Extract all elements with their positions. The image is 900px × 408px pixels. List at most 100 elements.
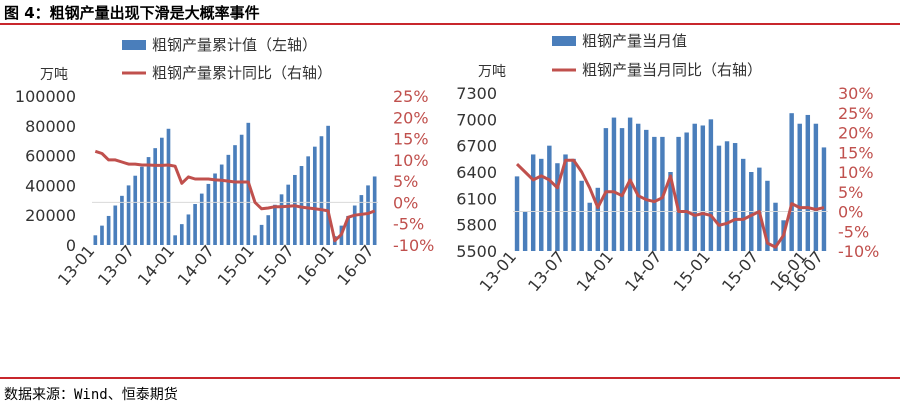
bar-27 <box>724 141 730 251</box>
chart-cumulative-output: 粗钢产量累计值（左轴） 粗钢产量累计同比（右轴） 万吨 100000 80000 6000… <box>15 36 434 289</box>
bar-43 <box>372 176 377 245</box>
bar-5 <box>547 145 552 251</box>
y-left-tick-label: 5500 <box>456 242 497 261</box>
bar-2 <box>522 211 528 251</box>
bar-15 <box>186 214 191 245</box>
x-tick-label: 15-01 <box>670 247 714 295</box>
x-tick-label: 15-01 <box>214 241 258 289</box>
bar-26 <box>259 224 264 245</box>
bar-30 <box>286 184 291 245</box>
x-tick-label: 16-07 <box>333 241 377 289</box>
y-right-tick-label: 25% <box>838 104 874 123</box>
bar-4 <box>539 158 544 251</box>
series-line <box>94 149 376 243</box>
y-left-tick-label: 6100 <box>456 189 497 208</box>
bar-10 <box>587 202 592 251</box>
bar-38 <box>813 123 819 251</box>
bar-33 <box>773 202 778 251</box>
bar-35 <box>319 136 324 245</box>
y-right-tick-label: 15% <box>838 143 874 162</box>
bar-13 <box>611 117 617 251</box>
figure-title: 图 4：粗钢产量出现下滑是大概率事件 <box>4 4 260 22</box>
bar-1 <box>93 235 98 245</box>
bar-6 <box>555 163 560 251</box>
bar-20 <box>219 164 224 245</box>
y-left-tick-label: 40000 <box>25 176 76 195</box>
y-right-tick-label: 20% <box>393 108 429 127</box>
bar-6 <box>126 185 131 245</box>
bar-9 <box>146 157 151 245</box>
y-right-tick-label: -5% <box>393 215 424 234</box>
bar-10 <box>153 148 158 245</box>
bar-16 <box>635 123 641 251</box>
y-right-tick-label: 0% <box>838 203 863 222</box>
x-tick-label: 14-07 <box>621 247 665 295</box>
bar-11 <box>160 137 164 245</box>
y-right-tick-label: -10% <box>838 242 879 261</box>
legend-label-line: 粗钢产量当月同比（右轴） <box>582 61 762 79</box>
bar-8 <box>140 166 144 245</box>
x-tick-label: 13-07 <box>94 241 138 289</box>
bar-17 <box>644 129 649 251</box>
top-divider <box>0 23 900 25</box>
bar-2 <box>100 225 104 245</box>
bar-29 <box>279 194 284 245</box>
legend-label-bar: 粗钢产量当月值 <box>582 32 687 50</box>
bar-41 <box>359 195 364 245</box>
y-right-tick-label: 0% <box>393 193 418 212</box>
y-left-tick-label: 20000 <box>25 206 76 225</box>
y-left-tick-label: 6700 <box>456 137 497 156</box>
x-tick-label: 13-01 <box>54 241 98 289</box>
bar-18 <box>652 136 657 251</box>
y-left-tick-label: 100000 <box>15 87 76 106</box>
y-left-tick-label: 80000 <box>25 117 76 136</box>
x-tick-label: 14-07 <box>174 241 218 289</box>
y-left-unit: 万吨 <box>478 64 506 80</box>
bar-12 <box>603 128 609 251</box>
bar-14 <box>619 128 625 251</box>
x-tick-label: 15-07 <box>718 247 762 295</box>
legend-swatch-bar <box>552 36 576 46</box>
bar-25 <box>708 119 714 251</box>
bar-4 <box>113 205 118 245</box>
bar-26 <box>716 145 722 251</box>
bar-23 <box>692 123 697 251</box>
bar-42 <box>366 185 370 245</box>
y-right-tick-label: 15% <box>393 130 429 149</box>
y-right-tick-label: 10% <box>393 151 429 170</box>
bar-34 <box>312 146 317 245</box>
source-note: 数据来源：Wind、恒泰期货 <box>4 387 178 403</box>
legend-label-bar: 粗钢产量累计值（左轴） <box>152 36 317 54</box>
bar-9 <box>579 180 584 251</box>
bar-33 <box>306 156 310 245</box>
x-tick-label: 13-07 <box>524 247 568 295</box>
y-left-tick-label: 7000 <box>456 110 497 129</box>
y-right-tick-label: -5% <box>838 222 869 241</box>
bar-22 <box>233 145 237 245</box>
bar-31 <box>757 167 762 251</box>
bar-11 <box>595 187 601 251</box>
x-tick-label: 16-01 <box>293 241 337 289</box>
bar-21 <box>676 136 681 251</box>
bar-37 <box>805 114 811 251</box>
legend-swatch-bar <box>122 40 146 50</box>
y-right-tick-label: 5% <box>393 172 418 191</box>
bar-3 <box>106 215 111 245</box>
y-right-tick-label: 30% <box>838 84 874 103</box>
bar-7 <box>563 154 568 251</box>
y-left-tick-label: 6400 <box>456 163 497 182</box>
bar-15 <box>627 117 633 251</box>
legend-label-line: 粗钢产量累计同比（右轴） <box>152 64 332 82</box>
bar-40 <box>352 205 357 245</box>
y-right-tick-label: 25% <box>393 87 429 106</box>
bar-7 <box>133 175 138 245</box>
y-left-tick-label: 0 <box>66 236 76 255</box>
bar-1 <box>514 176 520 251</box>
x-tick-label: 14-01 <box>134 241 178 289</box>
y-right-tick-label: 10% <box>838 163 874 182</box>
bar-14 <box>179 224 184 245</box>
bar-8 <box>571 158 576 251</box>
bar-18 <box>206 183 211 245</box>
y-right-tick-label: 5% <box>838 183 863 202</box>
